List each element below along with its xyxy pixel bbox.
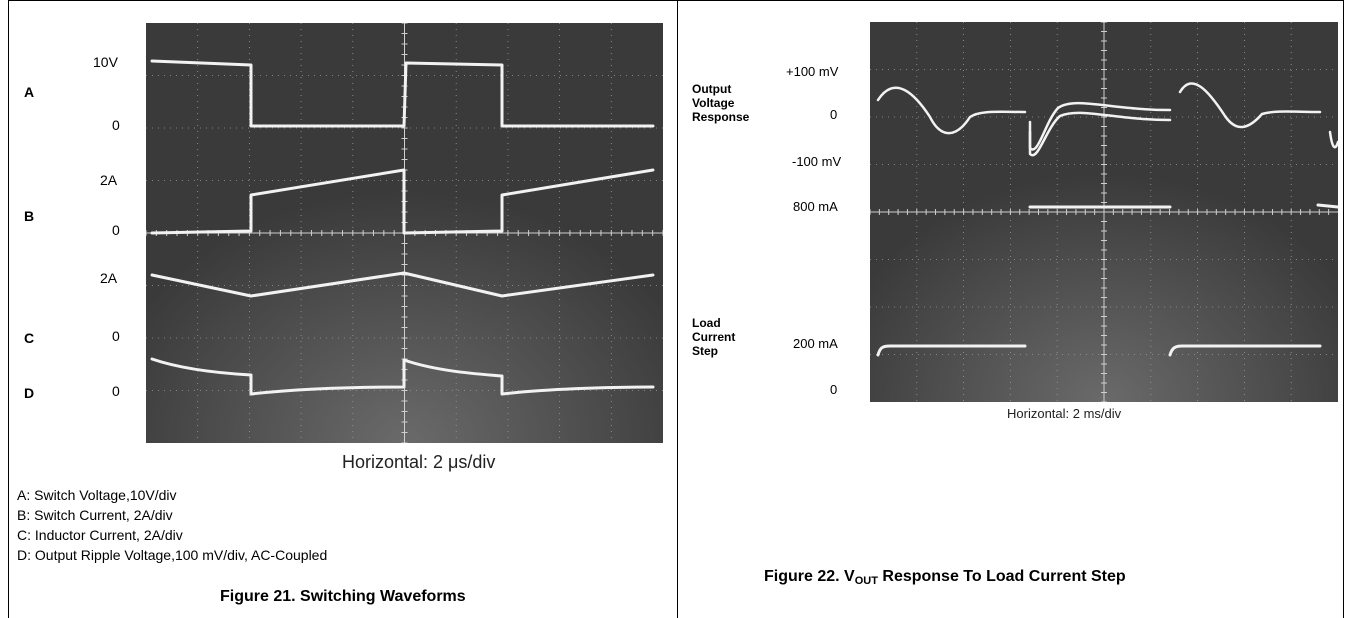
trace-vout-response — [876, 86, 1027, 135]
level-label-c-top: 2A — [100, 270, 118, 286]
caption-fig22-prefix: Figure 22. V — [764, 568, 855, 585]
caption-fig22: Figure 22. VOUT Response To Load Current… — [764, 568, 1126, 587]
frame-top-border — [8, 0, 1344, 1]
trace-c-inductor-current — [150, 271, 655, 298]
scope-screen-fig21 — [146, 23, 663, 443]
trace-load-current-200ma-2 — [1168, 344, 1322, 357]
channel-letter-d: D — [24, 385, 35, 401]
frame-center-divider — [677, 0, 678, 618]
trace-vout-response-step-a — [1028, 101, 1172, 151]
level-label-200ma: 200 mA — [793, 336, 838, 351]
horizontal-scale-fig22: Horizontal: 2 ms/div — [1007, 406, 1122, 421]
level-label-a-top: 10V — [93, 54, 118, 70]
channel-letter-a: A — [24, 84, 35, 100]
legend-fig21: A: Switch Voltage,10V/div B: Switch Curr… — [17, 485, 327, 565]
legend-item-d: D: Output Ripple Voltage,100 mV/div, AC-… — [17, 547, 328, 563]
trace-vout-response-3 — [1328, 130, 1338, 149]
level-label-d-zero: 0 — [112, 383, 120, 399]
side-label-output-voltage: Output Voltage Response — [692, 82, 750, 124]
trace-b-switch-current — [150, 168, 655, 235]
level-label-800ma: 800 mA — [793, 199, 838, 214]
trace-load-current-800ma-2 — [1316, 203, 1338, 209]
level-label-c-zero: 0 — [112, 328, 120, 344]
channel-letter-c: C — [24, 330, 35, 346]
caption-fig22-suffix: Response To Load Current Step — [877, 568, 1126, 585]
trace-load-current-200ma — [876, 344, 1027, 357]
level-label-b-zero: 0 — [112, 222, 120, 238]
channel-letter-b: B — [24, 208, 35, 224]
frame-left-border — [8, 0, 9, 618]
level-label-plus100mv: +100 mV — [786, 64, 839, 79]
level-label-a-zero: 0 — [112, 117, 120, 133]
horizontal-scale-fig21: Horizontal: 2 μs/div — [342, 452, 496, 472]
side-label-load-current: Load Current Step — [692, 316, 736, 358]
legend-item-c: C: Inductor Current, 2A/div — [17, 527, 183, 543]
level-label-zero-ma: 0 — [830, 382, 838, 397]
frame-right-border — [1343, 0, 1344, 618]
trace-a-switch-voltage — [150, 59, 655, 128]
level-label-b-top: 2A — [100, 172, 118, 188]
legend-item-a: A: Switch Voltage,10V/div — [17, 487, 177, 503]
scope-screen-fig22 — [870, 22, 1338, 402]
level-label-zero-mv: 0 — [830, 107, 838, 122]
level-label-minus100mv: -100 mV — [792, 154, 842, 169]
trace-vout-response-step-b — [1028, 111, 1172, 157]
trace-vout-response-2 — [1178, 82, 1322, 129]
trace-d-output-ripple — [150, 357, 655, 396]
caption-fig21: Figure 21. Switching Waveforms — [220, 588, 466, 605]
legend-item-b: B: Switch Current, 2A/div — [17, 507, 173, 523]
caption-fig22-subscript: OUT — [854, 575, 878, 587]
